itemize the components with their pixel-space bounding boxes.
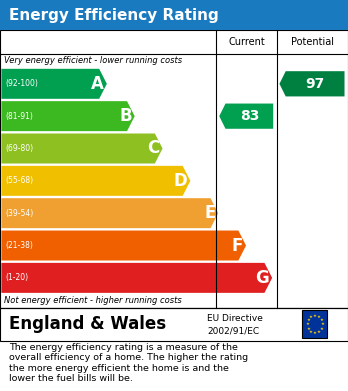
Polygon shape: [1, 133, 163, 163]
Polygon shape: [219, 104, 273, 129]
Text: D: D: [174, 172, 188, 190]
Polygon shape: [1, 231, 246, 260]
Text: A: A: [91, 75, 104, 93]
Text: ★: ★: [313, 331, 317, 335]
Text: 83: 83: [240, 109, 259, 123]
Text: ★: ★: [309, 315, 313, 319]
Bar: [0, 308, 348, 341]
Text: ★: ★: [320, 327, 324, 331]
Text: ★: ★: [306, 318, 310, 322]
Text: The energy efficiency rating is a measure of the: The energy efficiency rating is a measur…: [9, 343, 238, 352]
Text: lower the fuel bills will be.: lower the fuel bills will be.: [9, 374, 133, 383]
Text: B: B: [119, 107, 132, 125]
Text: Current: Current: [228, 37, 265, 47]
Text: (81-91): (81-91): [5, 112, 33, 121]
Text: England & Wales: England & Wales: [9, 315, 166, 334]
Polygon shape: [279, 71, 345, 97]
Text: ★: ★: [306, 327, 310, 331]
Text: (39-54): (39-54): [5, 209, 33, 218]
Text: (1-20): (1-20): [5, 273, 28, 282]
Text: 2002/91/EC: 2002/91/EC: [207, 326, 259, 335]
Polygon shape: [1, 263, 272, 293]
Text: G: G: [255, 269, 269, 287]
Polygon shape: [1, 69, 107, 99]
Text: Potential: Potential: [291, 37, 334, 47]
Text: ★: ★: [317, 330, 321, 334]
Bar: [302, 310, 327, 338]
Text: ★: ★: [321, 322, 325, 326]
Text: C: C: [148, 140, 160, 158]
Text: (69-80): (69-80): [5, 144, 33, 153]
Polygon shape: [1, 198, 218, 228]
Text: (55-68): (55-68): [5, 176, 33, 185]
Text: E: E: [204, 204, 215, 222]
Text: ★: ★: [313, 314, 317, 317]
Polygon shape: [1, 166, 190, 196]
Text: ★: ★: [309, 330, 313, 334]
Text: Very energy efficient - lower running costs: Very energy efficient - lower running co…: [4, 56, 182, 65]
Text: ★: ★: [305, 322, 309, 326]
Text: ★: ★: [320, 318, 324, 322]
Polygon shape: [1, 101, 135, 131]
Text: (21-38): (21-38): [5, 241, 33, 250]
Text: (92-100): (92-100): [5, 79, 38, 88]
Bar: [0, 30, 348, 308]
Text: F: F: [232, 237, 243, 255]
Text: Energy Efficiency Rating: Energy Efficiency Rating: [9, 8, 219, 23]
Text: EU Directive: EU Directive: [207, 314, 263, 323]
Text: the more energy efficient the home is and the: the more energy efficient the home is an…: [9, 364, 229, 373]
Text: Not energy efficient - higher running costs: Not energy efficient - higher running co…: [4, 296, 182, 305]
Text: 97: 97: [306, 77, 325, 91]
Text: ★: ★: [317, 315, 321, 319]
Bar: [0, 0, 348, 30]
Text: overall efficiency of a home. The higher the rating: overall efficiency of a home. The higher…: [9, 353, 248, 362]
